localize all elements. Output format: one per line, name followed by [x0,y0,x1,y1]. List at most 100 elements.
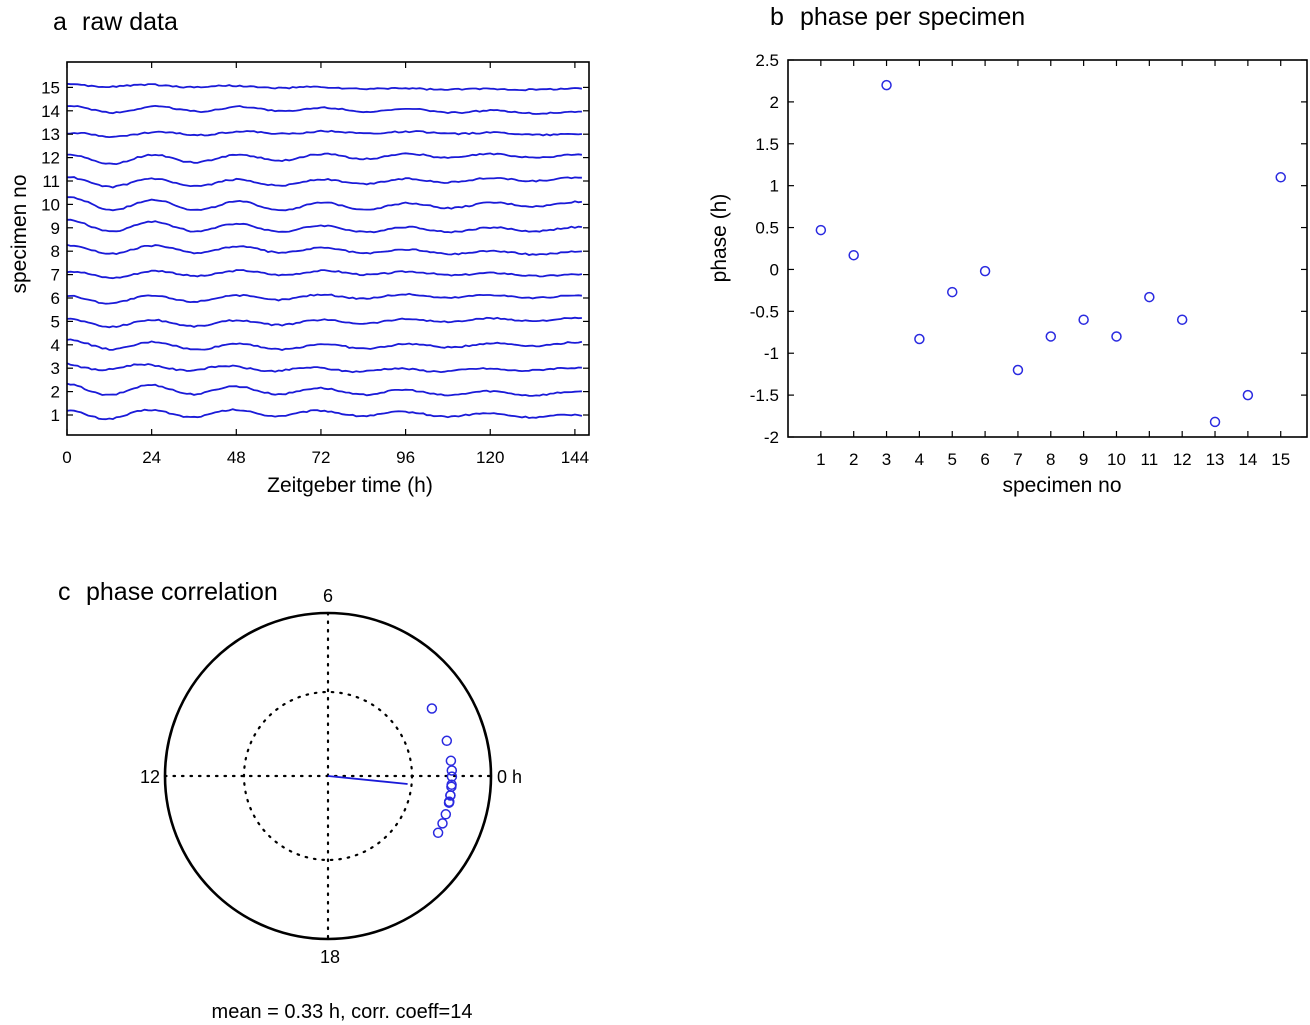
panel-a-y-tick-label: 13 [41,125,60,144]
panel-b-y-tick-label: -0.5 [750,302,779,321]
panel-a-x-label: Zeitgeber time (h) [267,474,433,497]
panel-a-x-tick-label: 120 [476,448,504,467]
panel-c-title: phase correlation [86,578,278,606]
panel-b-x-tick-label: 10 [1107,450,1126,469]
panel-a-trace-specimen-2 [66,382,582,397]
panel-b-points [815,79,1286,428]
polar-mean-vector [327,775,408,785]
panel-c-letter: c [58,578,71,606]
polar-point-specimen-14 [437,818,448,829]
panel-a-trace-specimen-6 [66,292,583,305]
panel-a-trace-specimen-14 [66,104,582,115]
panel-b-x-tick-label: 9 [1079,450,1088,469]
panel-a-x-tick-label: 96 [396,448,415,467]
panel-a-x-tick-label: 144 [561,448,589,467]
panel-a-trace-specimen-5 [66,316,582,329]
polar-point-specimen-3 [426,703,438,714]
panel-b-point-specimen-13 [1209,416,1221,428]
panel-b-y-tick-label: -2 [764,428,779,447]
panel-b-point-specimen-4 [914,333,925,345]
polar-point-specimen-7 [440,809,452,820]
panel-a-y-tick-label: 4 [51,336,60,355]
panel-b-x-ticks: 1 2 3 4 5 6 7 8 9 10 11 12 13 14 15 [816,60,1290,469]
panel-b-y-tick-label: -1.5 [750,386,779,405]
panel-a-trace-specimen-10 [66,196,583,212]
panel-b-x-tick-label: 2 [849,450,858,469]
panel-b-point-specimen-8 [1045,331,1057,342]
panel-a-trace-specimen-4 [66,338,583,351]
panel-a-x-tick-label: 24 [142,448,161,467]
panel-a-trace-specimen-9 [66,218,582,234]
panel-a-y-tick-label: 15 [41,78,60,97]
panel-a-y-tick-label: 1 [51,406,60,425]
panel-a-y-tick-label: 5 [51,312,60,331]
panel-b-x-tick-label: 6 [980,450,989,469]
panel-b-point-specimen-11 [1144,291,1155,303]
panel-b-x-tick-label: 13 [1206,450,1225,469]
panel-a-trace-specimen-3 [66,362,582,374]
panel-b-y-ticks: -2 -1.5 -1 -0.5 0 0.5 1 1.5 2 2.5 [750,51,1307,447]
panel-a-trace-specimen-11 [67,176,582,189]
panel-b-y-tick-label: 2.5 [755,51,779,70]
panel-b-x-tick-label: 14 [1238,450,1257,469]
polar-caption: mean = 0.33 h, corr. coeff=14 [212,1001,473,1023]
polar-label-0h: 0 h [497,767,522,787]
panel-a-y-tick-label: 10 [41,195,60,214]
panel-b-y-tick-label: 0 [770,260,779,279]
panel-b-point-specimen-14 [1242,389,1254,401]
panel-a-trace-specimen-1 [66,408,583,421]
panel-b-point-specimen-5 [946,286,958,298]
panel-b-y-tick-label: 0.5 [755,219,779,238]
panel-b-y-tick-label: 1.5 [755,135,779,154]
panel-a-y-tick-label: 2 [51,383,60,402]
panel-a-traces [66,82,583,421]
panel-a-trace-specimen-12 [67,152,583,166]
panel-a-y-tick-label: 3 [51,359,60,378]
panel-a-trace-specimen-7 [66,269,583,280]
panel-b-x-tick-label: 4 [915,450,924,469]
panel-b-point-specimen-1 [815,224,827,236]
polar-label-6: 6 [323,586,333,606]
panel-a-x-tick-label: 0 [62,448,71,467]
panel-b-point-specimen-15 [1275,172,1286,183]
panel-b-y-tick-label: 1 [770,177,779,196]
panel-b-x-tick-label: 1 [816,450,825,469]
panel-b-x-tick-label: 3 [882,450,891,469]
panel-b-x-tick-label: 5 [948,450,957,469]
polar-point-specimen-1 [445,755,457,767]
panel-b-x-tick-label: 12 [1173,450,1192,469]
polar-label-12: 12 [140,767,160,787]
panel-a-trace-specimen-13 [66,129,583,139]
panel-a-y-tick-label: 6 [51,289,60,308]
polar-points [426,703,458,839]
polar-label-18: 18 [320,947,340,967]
panel-b-point-specimen-6 [979,265,991,277]
panel-a-title: raw data [82,8,178,36]
panel-a-y-tick-label: 9 [51,219,60,238]
panel-b-x-tick-label: 11 [1141,450,1159,469]
panel-a-y-tick-label: 12 [41,149,60,168]
panel-a-y-tick-label: 14 [41,102,60,121]
panel-a-letter: a [53,8,67,36]
panel-c: c phase correlation 0 h 6 12 18 mean = 0… [58,578,522,1023]
polar-point-specimen-2 [446,765,458,776]
panel-a-trace-specimen-15 [66,82,583,92]
panel-a-y-label: specimen no [8,174,31,293]
panel-b-point-specimen-12 [1176,314,1188,325]
panel-a-y-tick-label: 11 [42,172,60,191]
panel-b-point-specimen-2 [848,249,859,261]
panel-a-x-tick-label: 48 [227,448,246,467]
polar-point-specimen-12 [445,790,456,801]
panel-b-x-tick-label: 15 [1271,450,1290,469]
panel-a-y-tick-label: 7 [51,266,60,285]
panel-b-y-label: phase (h) [708,194,731,283]
panel-a-x-ticks: 0 24 48 72 96 120 144 [62,62,589,467]
panel-b-point-specimen-7 [1012,364,1024,376]
polar-point-specimen-13 [432,827,444,839]
panel-a-y-tick-label: 8 [51,242,60,261]
panel-b-title: phase per specimen [800,3,1025,31]
panel-b-letter: b [770,3,784,31]
polar-point-specimen-15 [441,735,453,747]
